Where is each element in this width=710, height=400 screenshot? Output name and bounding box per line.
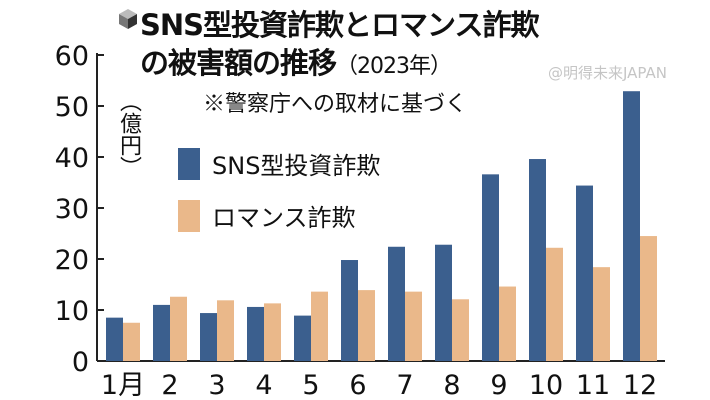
bar-sns: [576, 185, 593, 361]
legend-label-sns: SNS型投資詐欺: [212, 152, 381, 180]
x-tick-label: 8: [443, 370, 460, 400]
x-tick-label: 1月: [101, 370, 145, 400]
x-tick-label: 3: [208, 370, 225, 400]
y-tick-label: 50: [55, 92, 89, 123]
bar-sns: [388, 246, 405, 361]
bar-romance: [452, 299, 469, 361]
legend-swatch-romance: [178, 199, 200, 232]
y-axis-unit: （億円）: [116, 90, 141, 178]
bar-romance: [217, 300, 234, 361]
x-tick-label: 10: [529, 370, 563, 400]
y-tick-label: 60: [55, 41, 89, 72]
bar-romance: [640, 236, 657, 361]
bar-romance: [405, 291, 422, 361]
y-tick-label: 0: [72, 347, 89, 378]
bar-romance: [358, 290, 375, 361]
legend-item-sns: SNS型投資詐欺: [178, 146, 380, 181]
y-tick-label: 10: [55, 296, 89, 327]
chart-title-line2: の被害額の推移（2023年）: [140, 40, 452, 82]
bar-sns: [294, 315, 311, 361]
x-tick-label: 4: [255, 370, 272, 400]
bar-sns: [341, 260, 358, 361]
watermark: @明得未来JAPAN: [548, 64, 667, 82]
bar-romance: [264, 303, 281, 361]
legend-swatch-sns: [178, 147, 200, 180]
x-tick-label: 12: [623, 370, 657, 400]
bar-sns: [435, 244, 452, 361]
bar-sns: [200, 313, 217, 361]
bar-sns: [482, 174, 499, 361]
x-tick-label: 9: [490, 370, 507, 400]
bar-romance: [593, 267, 610, 361]
bar-sns: [247, 306, 264, 361]
y-tick-label: 20: [55, 245, 89, 276]
x-tick-label: 7: [396, 370, 413, 400]
bar-romance: [546, 247, 563, 361]
bar-sns: [623, 91, 640, 362]
x-tick-label: 11: [576, 370, 610, 400]
y-tick-label: 30: [55, 194, 89, 225]
cube-icon: [119, 9, 137, 29]
bar-romance: [499, 286, 516, 361]
bar-romance: [170, 296, 187, 361]
chart-title-line1: SNS型投資詐欺とロマンス詐欺: [140, 8, 539, 42]
legend-label-romance: ロマンス詐欺: [212, 204, 356, 232]
x-tick-label: 2: [161, 370, 178, 400]
bar-sns: [153, 304, 170, 361]
bar-romance: [311, 291, 328, 361]
bar-sns: [529, 159, 546, 361]
source-note: ※警察庁への取材に基づく: [203, 92, 468, 117]
y-tick-label: 40: [55, 143, 89, 174]
bar-sns: [106, 317, 123, 361]
x-tick-label: 5: [302, 370, 319, 400]
x-tick-label: 6: [349, 370, 366, 400]
chart-year: （2023年）: [336, 54, 452, 79]
bar-romance: [123, 322, 140, 361]
legend-item-romance: ロマンス詐欺: [178, 198, 356, 233]
chart-title-text: の被害額の推移: [140, 46, 337, 80]
